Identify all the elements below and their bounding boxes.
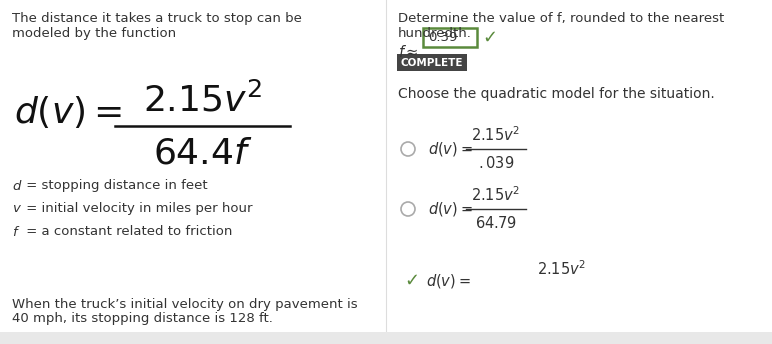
Text: 40 mph, its stopping distance is 128 ft.: 40 mph, its stopping distance is 128 ft. bbox=[12, 312, 273, 325]
Text: 0.39: 0.39 bbox=[428, 31, 457, 44]
Text: $2.15v^2$: $2.15v^2$ bbox=[537, 260, 587, 278]
Text: $64.4f$: $64.4f$ bbox=[153, 136, 252, 170]
Text: $f$: $f$ bbox=[12, 225, 20, 239]
Text: $v$: $v$ bbox=[12, 202, 22, 215]
Text: The distance it takes a truck to stop can be: The distance it takes a truck to stop ca… bbox=[12, 12, 302, 25]
FancyBboxPatch shape bbox=[386, 332, 772, 344]
Text: $2.15v^2$: $2.15v^2$ bbox=[472, 126, 520, 144]
Text: When the truck’s initial velocity on dry pavement is: When the truck’s initial velocity on dry… bbox=[12, 298, 357, 311]
Text: $2.15v^2$: $2.15v^2$ bbox=[472, 186, 520, 204]
Text: = initial velocity in miles per hour: = initial velocity in miles per hour bbox=[22, 202, 252, 215]
Text: Determine the value of f, rounded to the nearest: Determine the value of f, rounded to the… bbox=[398, 12, 724, 25]
Text: ✓: ✓ bbox=[482, 29, 497, 46]
Text: modeled by the function: modeled by the function bbox=[12, 27, 176, 40]
FancyBboxPatch shape bbox=[397, 54, 467, 71]
Text: $d(v) = $: $d(v) = $ bbox=[428, 140, 472, 158]
Text: COMPLETE: COMPLETE bbox=[401, 57, 463, 67]
Text: $d(v) = $: $d(v) = $ bbox=[428, 200, 472, 218]
FancyBboxPatch shape bbox=[423, 28, 477, 47]
Text: hundredth.: hundredth. bbox=[398, 27, 472, 40]
Text: $d(v){=}$: $d(v){=}$ bbox=[14, 94, 122, 130]
Text: $d$: $d$ bbox=[12, 179, 22, 193]
Text: Choose the quadratic model for the situation.: Choose the quadratic model for the situa… bbox=[398, 87, 715, 101]
Text: $.039$: $.039$ bbox=[478, 155, 514, 171]
Text: $64.79$: $64.79$ bbox=[475, 215, 516, 231]
FancyBboxPatch shape bbox=[0, 332, 386, 344]
Text: $d(v) = $: $d(v) = $ bbox=[426, 272, 471, 290]
Text: $f\approx$: $f\approx$ bbox=[398, 44, 418, 60]
Text: ✓: ✓ bbox=[404, 272, 419, 290]
Text: $2.15v^2$: $2.15v^2$ bbox=[143, 82, 262, 118]
Text: = a constant related to friction: = a constant related to friction bbox=[22, 225, 232, 238]
Text: = stopping distance in feet: = stopping distance in feet bbox=[22, 179, 208, 192]
